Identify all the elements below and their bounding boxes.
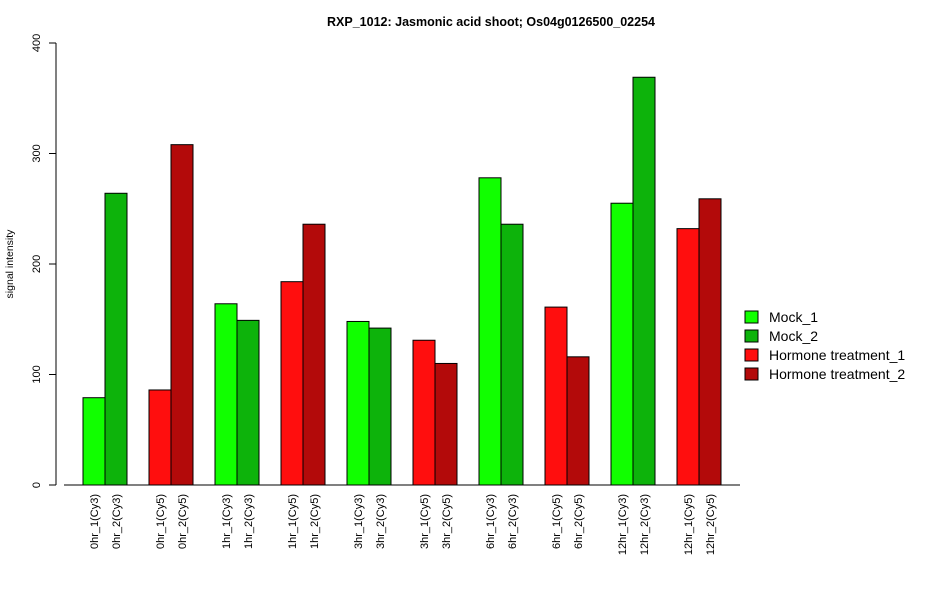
y-tick-label: 100 xyxy=(31,365,43,383)
x-tick-label: 1hr_1(Cy3) xyxy=(221,494,233,549)
bar-12hr-1-cy5 xyxy=(676,228,700,486)
bar-1hr-1-cy5 xyxy=(280,281,304,486)
x-tick-label: 3hr_1(Cy3) xyxy=(353,494,365,549)
x-tick-label: 6hr_2(Cy5) xyxy=(573,494,585,549)
x-tick-label: 6hr_1(Cy3) xyxy=(485,494,497,549)
bar-12hr-1-cy3 xyxy=(610,202,634,486)
x-tick-label: 3hr_1(Cy5) xyxy=(419,494,431,549)
bar-6hr-2-cy5 xyxy=(566,356,590,486)
x-tick-label: 12hr_1(Cy3) xyxy=(617,494,629,555)
x-tick-label: 3hr_2(Cy3) xyxy=(375,494,387,549)
x-axis-tick-labels: 0hr_1(Cy3) 0hr_2(Cy3) 0hr_1(Cy5) 0hr_2(Cy5)… xyxy=(89,494,717,555)
x-tick-label: 0hr_1(Cy5) xyxy=(155,494,167,549)
x-tick-label: 12hr_2(Cy5) xyxy=(705,494,717,555)
x-tick-label: 6hr_1(Cy5) xyxy=(551,494,563,549)
legend-label: Mock_2 xyxy=(769,328,818,344)
chart-title: RXP_1012: Jasmonic acid shoot; Os04g0126… xyxy=(327,15,655,29)
bar-6hr-1-cy3 xyxy=(478,177,502,486)
x-tick-label: 0hr_2(Cy5) xyxy=(177,494,189,549)
bar-3hr-2-cy3 xyxy=(368,327,392,486)
legend: Mock_1 Mock_2 Hormone treatment_1 Hormone t… xyxy=(744,309,905,382)
legend-label: Hormone treatment_2 xyxy=(769,366,905,382)
x-tick-label: 0hr_1(Cy3) xyxy=(89,494,101,549)
y-tick-label: 0 xyxy=(31,482,43,488)
y-axis-label: signal intensity xyxy=(4,229,16,299)
y-tick-label: 300 xyxy=(31,144,43,162)
bars xyxy=(82,76,722,486)
bar-0hr-2-cy3 xyxy=(104,192,128,486)
y-axis-ticks: 0 100 200 300 400 xyxy=(31,34,56,488)
x-tick-label: 12hr_2(Cy3) xyxy=(639,494,651,555)
bar-12hr-2-cy5 xyxy=(698,198,722,486)
bar-0hr-1-cy5 xyxy=(148,389,172,486)
x-tick-label: 0hr_2(Cy3) xyxy=(111,494,123,549)
legend-swatch xyxy=(744,348,759,362)
bar-1hr-1-cy3 xyxy=(214,303,238,486)
x-tick-label: 12hr_1(Cy5) xyxy=(683,494,695,555)
x-tick-label: 1hr_2(Cy3) xyxy=(243,494,255,549)
bar-6hr-1-cy5 xyxy=(544,306,568,486)
bar-12hr-2-cy3 xyxy=(632,76,656,486)
bar-3hr-1-cy5 xyxy=(412,339,436,486)
y-tick-label: 200 xyxy=(31,255,43,273)
legend-label: Hormone treatment_1 xyxy=(769,347,905,363)
legend-label: Mock_1 xyxy=(769,309,818,325)
bar-1hr-2-cy3 xyxy=(236,319,260,486)
legend-swatch xyxy=(744,310,759,324)
legend-swatch xyxy=(744,367,759,381)
y-tick-label: 400 xyxy=(31,34,43,52)
bar-0hr-2-cy5 xyxy=(170,144,194,486)
bar-3hr-2-cy5 xyxy=(434,362,458,486)
x-tick-label: 1hr_2(Cy5) xyxy=(309,494,321,549)
x-tick-label: 6hr_2(Cy3) xyxy=(507,494,519,549)
x-tick-label: 1hr_1(Cy5) xyxy=(287,494,299,549)
bar-1hr-2-cy5 xyxy=(302,223,326,486)
bar-6hr-2-cy3 xyxy=(500,223,524,486)
legend-swatch xyxy=(744,329,759,343)
x-tick-label: 3hr_2(Cy5) xyxy=(441,494,453,549)
bar-0hr-1-cy3 xyxy=(82,397,106,486)
bar-3hr-1-cy3 xyxy=(346,320,370,486)
